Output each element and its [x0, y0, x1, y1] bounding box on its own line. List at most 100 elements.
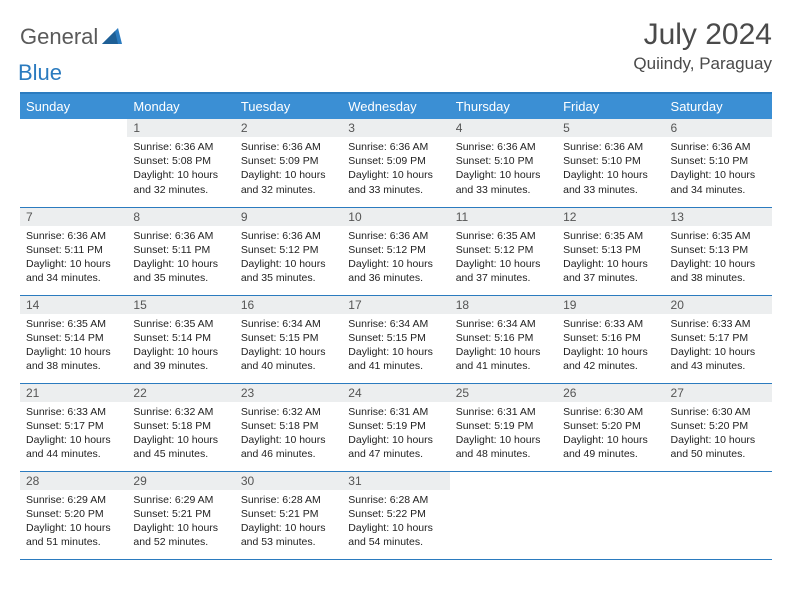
day-details: Sunrise: 6:36 AMSunset: 5:08 PMDaylight:… — [127, 137, 234, 201]
daylight-text: Daylight: 10 hours and 50 minutes. — [671, 433, 766, 461]
day-details: Sunrise: 6:36 AMSunset: 5:09 PMDaylight:… — [235, 137, 342, 201]
sunset-text: Sunset: 5:12 PM — [241, 243, 336, 257]
daylight-text: Daylight: 10 hours and 32 minutes. — [241, 168, 336, 196]
day-number: 18 — [450, 296, 557, 314]
sunrise-text: Sunrise: 6:36 AM — [26, 229, 121, 243]
daylight-text: Daylight: 10 hours and 34 minutes. — [26, 257, 121, 285]
day-number: 13 — [665, 208, 772, 226]
day-details: Sunrise: 6:36 AMSunset: 5:10 PMDaylight:… — [665, 137, 772, 201]
calendar-page: General July 2024 Quiindy, Paraguay Blue… — [0, 0, 792, 570]
calendar-cell: 29Sunrise: 6:29 AMSunset: 5:21 PMDayligh… — [127, 471, 234, 559]
month-title: July 2024 — [633, 18, 772, 52]
daylight-text: Daylight: 10 hours and 53 minutes. — [241, 521, 336, 549]
day-details: Sunrise: 6:36 AMSunset: 5:09 PMDaylight:… — [342, 137, 449, 201]
sunrise-text: Sunrise: 6:33 AM — [26, 405, 121, 419]
sunset-text: Sunset: 5:17 PM — [671, 331, 766, 345]
daylight-text: Daylight: 10 hours and 52 minutes. — [133, 521, 228, 549]
sunset-text: Sunset: 5:10 PM — [563, 154, 658, 168]
calendar-cell: 23Sunrise: 6:32 AMSunset: 5:18 PMDayligh… — [235, 383, 342, 471]
day-number: 11 — [450, 208, 557, 226]
day-details: Sunrise: 6:31 AMSunset: 5:19 PMDaylight:… — [342, 402, 449, 466]
sunrise-text: Sunrise: 6:29 AM — [133, 493, 228, 507]
sunrise-text: Sunrise: 6:33 AM — [563, 317, 658, 331]
calendar-cell: 31Sunrise: 6:28 AMSunset: 5:22 PMDayligh… — [342, 471, 449, 559]
day-details: Sunrise: 6:35 AMSunset: 5:12 PMDaylight:… — [450, 226, 557, 290]
calendar-cell: 6Sunrise: 6:36 AMSunset: 5:10 PMDaylight… — [665, 119, 772, 207]
day-number: 19 — [557, 296, 664, 314]
sunset-text: Sunset: 5:11 PM — [26, 243, 121, 257]
day-details: Sunrise: 6:35 AMSunset: 5:13 PMDaylight:… — [665, 226, 772, 290]
calendar-row: 21 Sunrise: 6:33 AMSunset: 5:17 PM Dayligh… — [20, 383, 772, 471]
daylight-text: Daylight: 10 hours and 46 minutes. — [241, 433, 336, 461]
sunrise-text: Sunrise: 6:36 AM — [456, 140, 551, 154]
sunset-text: Sunset: 5:16 PM — [456, 331, 551, 345]
daylight-text: Daylight: 10 hours and 37 minutes. — [563, 257, 658, 285]
sunset-text: Sunset: 5:10 PM — [456, 154, 551, 168]
sunrise-text: Sunrise: 6:36 AM — [563, 140, 658, 154]
day-number: 21 — [20, 384, 127, 402]
day-number: 20 — [665, 296, 772, 314]
daylight-text: Daylight: 10 hours and 43 minutes. — [671, 345, 766, 373]
calendar-cell: 14Sunrise: 6:35 AMSunset: 5:14 PMDayligh… — [20, 295, 127, 383]
sunrise-text: Sunrise: 6:35 AM — [456, 229, 551, 243]
sunset-text: Sunset: 5:12 PM — [456, 243, 551, 257]
day-number: 3 — [342, 119, 449, 137]
daylight-text: Daylight: 10 hours and 49 minutes. — [563, 433, 658, 461]
sunset-text: Sunset: 5:21 PM — [133, 507, 228, 521]
sunset-text: Sunset: 5:09 PM — [241, 154, 336, 168]
daylight-text: Daylight: 10 hours and 33 minutes. — [563, 168, 658, 196]
sunset-text: Sunset: 5:12 PM — [348, 243, 443, 257]
sunrise-text: Sunrise: 6:36 AM — [348, 229, 443, 243]
sunrise-text: Sunrise: 6:35 AM — [133, 317, 228, 331]
day-details: Sunrise: 6:31 AMSunset: 5:19 PMDaylight:… — [450, 402, 557, 466]
day-number: 29 — [127, 472, 234, 490]
day-details: Sunrise: 6:36 AMSunset: 5:11 PMDaylight:… — [127, 226, 234, 290]
weekday-header: Wednesday — [342, 94, 449, 119]
sunset-text: Sunset: 5:13 PM — [563, 243, 658, 257]
day-number: 6 — [665, 119, 772, 137]
sunset-text: Sunset: 5:17 PM — [26, 419, 121, 433]
sunrise-text: Sunrise: 6:32 AM — [241, 405, 336, 419]
day-number: 1 — [127, 119, 234, 137]
day-details: Sunrise: 6:30 AMSunset: 5:20 PMDaylight:… — [665, 402, 772, 466]
daylight-text: Daylight: 10 hours and 32 minutes. — [133, 168, 228, 196]
calendar-cell: 30Sunrise: 6:28 AMSunset: 5:21 PMDayligh… — [235, 471, 342, 559]
day-number: 17 — [342, 296, 449, 314]
sunrise-text: Sunrise: 6:35 AM — [563, 229, 658, 243]
daylight-text: Daylight: 10 hours and 48 minutes. — [456, 433, 551, 461]
sunset-text: Sunset: 5:20 PM — [671, 419, 766, 433]
calendar-row: 1Sunrise: 6:36 AMSunset: 5:08 PMDaylight… — [20, 119, 772, 207]
calendar-cell: 22Sunrise: 6:32 AMSunset: 5:18 PMDayligh… — [127, 383, 234, 471]
sunrise-text: Sunrise: 6:28 AM — [348, 493, 443, 507]
day-details: Sunrise: 6:28 AMSunset: 5:22 PMDaylight:… — [342, 490, 449, 554]
title-block: July 2024 Quiindy, Paraguay — [633, 18, 772, 74]
calendar-head: Sunday Monday Tuesday Wednesday Thursday… — [20, 94, 772, 119]
sunset-text: Sunset: 5:14 PM — [26, 331, 121, 345]
day-details: Sunrise: 6:29 AMSunset: 5:21 PMDaylight:… — [127, 490, 234, 554]
sunrise-text: Sunrise: 6:36 AM — [133, 140, 228, 154]
day-number: 25 — [450, 384, 557, 402]
daylight-text: Daylight: 10 hours and 37 minutes. — [456, 257, 551, 285]
daylight-text: Daylight: 10 hours and 33 minutes. — [456, 168, 551, 196]
day-number: 27 — [665, 384, 772, 402]
sunrise-text: Sunrise: 6:35 AM — [26, 317, 121, 331]
weekday-header: Sunday — [20, 94, 127, 119]
day-details: Sunrise: 6:32 AMSunset: 5:18 PMDaylight:… — [235, 402, 342, 466]
day-number: 24 — [342, 384, 449, 402]
sunrise-text: Sunrise: 6:30 AM — [563, 405, 658, 419]
calendar-cell: 7Sunrise: 6:36 AMSunset: 5:11 PMDaylight… — [20, 207, 127, 295]
day-details: Sunrise: 6:30 AMSunset: 5:20 PMDaylight:… — [557, 402, 664, 466]
day-number: 23 — [235, 384, 342, 402]
daylight-text: Daylight: 10 hours and 36 minutes. — [348, 257, 443, 285]
day-details: Sunrise: 6:35 AMSunset: 5:14 PMDaylight:… — [127, 314, 234, 378]
sunrise-text: Sunrise: 6:36 AM — [241, 229, 336, 243]
calendar-cell: 27Sunrise: 6:30 AMSunset: 5:20 PMDayligh… — [665, 383, 772, 471]
calendar-cell: 1Sunrise: 6:36 AMSunset: 5:08 PMDaylight… — [127, 119, 234, 207]
daylight-text: Daylight: 10 hours and 45 minutes. — [133, 433, 228, 461]
sunrise-text: Sunrise: 6:34 AM — [241, 317, 336, 331]
sunrise-text: Sunrise: 6:29 AM — [26, 493, 121, 507]
daylight-text: Daylight: 10 hours and 41 minutes. — [456, 345, 551, 373]
day-details: Sunrise: 6:35 AMSunset: 5:13 PMDaylight:… — [557, 226, 664, 290]
brand-part2: Blue — [18, 60, 62, 86]
daylight-text: Daylight: 10 hours and 42 minutes. — [563, 345, 658, 373]
